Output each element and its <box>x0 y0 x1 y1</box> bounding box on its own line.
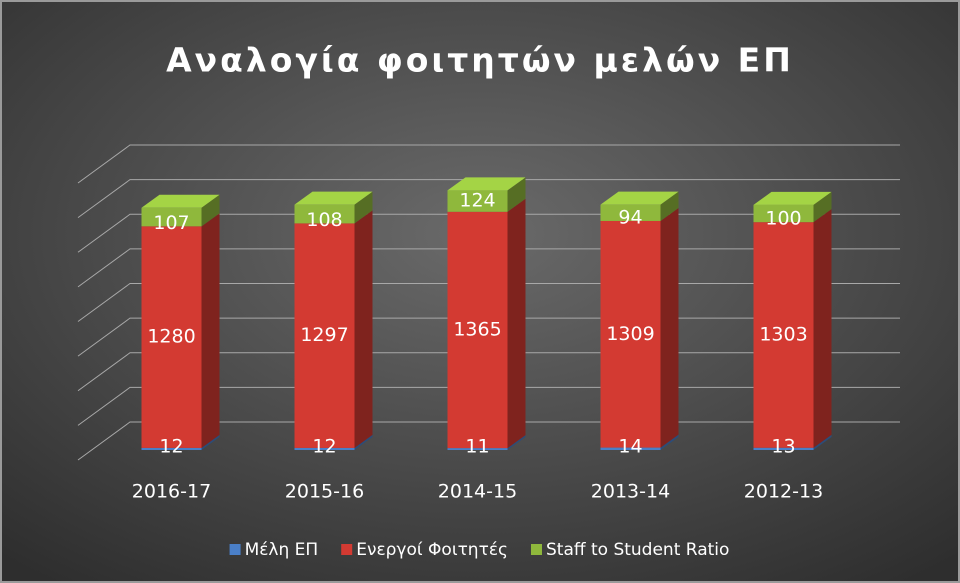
data-label: 1309 <box>606 323 654 345</box>
bar <box>600 204 661 221</box>
data-label: 1365 <box>453 318 501 340</box>
bar-side <box>813 434 832 450</box>
data-label: 1303 <box>759 323 807 345</box>
bar <box>141 226 202 448</box>
bar-side <box>354 191 373 224</box>
bar-top <box>294 191 373 205</box>
bar-side <box>660 434 679 450</box>
bar-side <box>354 434 373 450</box>
bar <box>141 207 202 227</box>
bar-side <box>507 198 526 449</box>
x-tick-label: 2016-17 <box>132 481 211 503</box>
bar <box>447 190 508 212</box>
legend-swatch <box>229 544 241 555</box>
bar <box>294 223 355 448</box>
legend-label: Μέλη ΕΠ <box>245 540 319 560</box>
bar-top <box>753 191 832 205</box>
data-label: 12 <box>312 436 336 458</box>
bar <box>753 447 814 450</box>
data-label: 14 <box>618 436 642 458</box>
x-tick-label: 2013-14 <box>591 481 670 503</box>
data-label: 12 <box>159 436 183 458</box>
bar <box>294 204 355 224</box>
bar-side <box>201 213 220 448</box>
grid-line <box>77 179 900 219</box>
data-label: 11 <box>465 436 489 458</box>
bar-side <box>660 207 679 448</box>
bar <box>753 222 814 448</box>
bar <box>600 220 661 448</box>
bar-side <box>201 434 220 450</box>
legend-label: Staff to Student Ratio <box>546 540 729 560</box>
bar-side <box>507 435 526 450</box>
bar-side <box>201 194 220 227</box>
grid-line <box>77 144 900 184</box>
data-label: 1297 <box>300 324 348 346</box>
data-label: 100 <box>765 208 801 230</box>
x-tick-label: 2012-13 <box>744 481 823 503</box>
bar-top <box>141 194 220 208</box>
bar <box>447 448 508 450</box>
bar <box>141 447 202 450</box>
labels: 12 1280 107 2016-17 12 1297 108 2015-16 11 1365 12… <box>132 190 823 503</box>
bar <box>447 211 508 449</box>
x-tick-label: 2014-15 <box>438 481 517 503</box>
bars <box>141 177 832 450</box>
bar-side <box>660 191 679 221</box>
x-tick-label: 2015-16 <box>285 481 364 503</box>
bar-top <box>600 191 679 205</box>
bar-side <box>813 209 832 448</box>
legend-swatch <box>530 544 542 555</box>
bar <box>294 447 355 450</box>
bar-side <box>813 191 832 223</box>
legend: Μέλη ΕΠ Ενεργοί Φοιτητές Staff to Student … <box>229 540 729 560</box>
data-label: 107 <box>153 212 189 234</box>
data-label: 94 <box>618 206 642 228</box>
data-label: 1280 <box>147 326 195 348</box>
bar-top <box>447 177 526 191</box>
bar-side <box>354 210 373 448</box>
data-label: 124 <box>459 190 495 212</box>
bar <box>600 447 661 450</box>
data-label: 13 <box>771 436 795 458</box>
data-label: 108 <box>306 209 342 231</box>
bar-side <box>507 177 526 212</box>
legend-swatch <box>341 544 353 555</box>
legend-label: Ενεργοί Φοιτητές <box>356 540 508 560</box>
bar <box>753 204 814 223</box>
chart-title: Αναλογία φοιτητών μελών ΕΠ <box>166 41 794 80</box>
